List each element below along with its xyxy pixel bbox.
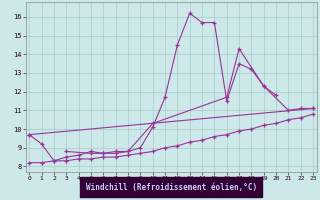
X-axis label: Windchill (Refroidissement éolien,°C): Windchill (Refroidissement éolien,°C): [86, 183, 257, 192]
